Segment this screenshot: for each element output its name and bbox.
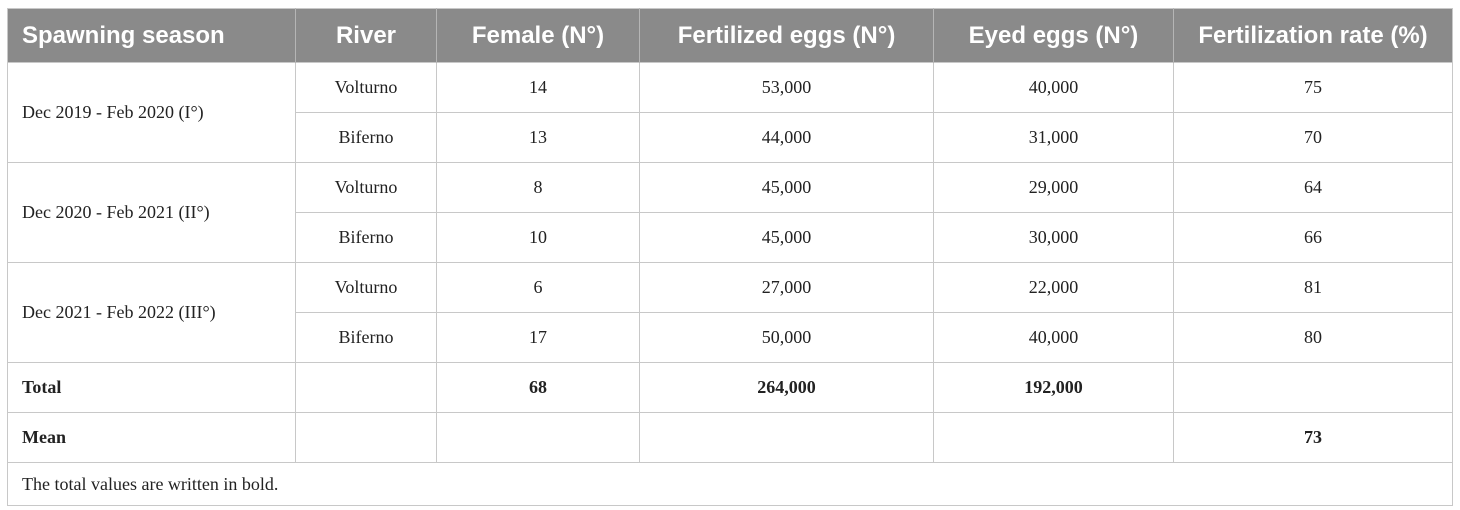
- mean-rate-cell: 73: [1173, 412, 1453, 463]
- female-cell: 17: [436, 312, 640, 363]
- header-fertilization-rate: Fertilization rate (%): [1173, 8, 1453, 63]
- fertilized-eggs-cell: 27,000: [639, 262, 934, 313]
- header-eyed-eggs: Eyed eggs (N°): [933, 8, 1174, 63]
- female-cell: 14: [436, 62, 640, 113]
- season-cell: Dec 2020 - Feb 2021 (II°): [7, 162, 296, 263]
- mean-fertilized-eggs-cell: [639, 412, 934, 463]
- fertilized-eggs-cell: 44,000: [639, 112, 934, 163]
- total-eyed-eggs-cell: 192,000: [933, 362, 1174, 413]
- mean-row: Mean 73: [7, 412, 1453, 463]
- eyed-eggs-cell: 29,000: [933, 162, 1174, 213]
- total-fertilized-eggs-cell: 264,000: [639, 362, 934, 413]
- total-rate-cell: [1173, 362, 1453, 413]
- fertilization-rate-cell: 70: [1173, 112, 1453, 163]
- header-river: River: [295, 8, 437, 63]
- female-cell: 8: [436, 162, 640, 213]
- eyed-eggs-cell: 30,000: [933, 212, 1174, 263]
- total-row: Total 68 264,000 192,000: [7, 362, 1453, 413]
- table-row: Biferno 17 50,000 40,000 80: [8, 312, 1453, 363]
- total-label: Total: [7, 362, 296, 413]
- fertilization-rate-cell: 64: [1173, 162, 1453, 213]
- eyed-eggs-cell: 31,000: [933, 112, 1174, 163]
- total-female-cell: 68: [436, 362, 640, 413]
- fertilized-eggs-cell: 50,000: [639, 312, 934, 363]
- fertilized-eggs-cell: 45,000: [639, 162, 934, 213]
- river-cell: Biferno: [295, 212, 437, 263]
- eyed-eggs-cell: 40,000: [933, 62, 1174, 113]
- table-row: Dec 2019 - Feb 2020 (I°) Volturno 14 53,…: [7, 62, 1453, 163]
- fertilized-eggs-cell: 45,000: [639, 212, 934, 263]
- female-cell: 10: [436, 212, 640, 263]
- river-cell: Biferno: [295, 112, 437, 163]
- mean-eyed-eggs-cell: [933, 412, 1174, 463]
- data-table-container: Spawning season River Female (N°) Fertil…: [7, 8, 1453, 506]
- fertilization-rate-cell: 66: [1173, 212, 1453, 263]
- river-cell: Biferno: [295, 312, 437, 363]
- header-spawning-season: Spawning season: [7, 8, 296, 63]
- female-cell: 13: [436, 112, 640, 163]
- female-cell: 6: [436, 262, 640, 313]
- season-cell: Dec 2019 - Feb 2020 (I°): [7, 62, 296, 163]
- mean-label: Mean: [7, 412, 296, 463]
- table-footnote: The total values are written in bold.: [7, 462, 1453, 506]
- season-cell: Dec 2021 - Feb 2022 (III°): [7, 262, 296, 363]
- header-row: Spawning season River Female (N°) Fertil…: [7, 8, 1453, 63]
- footnote-row: The total values are written in bold.: [7, 462, 1453, 506]
- fertilized-eggs-cell: 53,000: [639, 62, 934, 113]
- table-row: Dec 2021 - Feb 2022 (III°) Volturno 6 27…: [7, 262, 1453, 363]
- eyed-eggs-cell: 40,000: [933, 312, 1174, 363]
- river-cell: Volturno: [295, 262, 437, 313]
- header-fertilized-eggs: Fertilized eggs (N°): [639, 8, 934, 63]
- fertilization-table: Spawning season River Female (N°) Fertil…: [7, 8, 1453, 506]
- fertilization-rate-cell: 75: [1173, 62, 1453, 113]
- table-row: Dec 2020 - Feb 2021 (II°) Volturno 8 45,…: [7, 162, 1453, 263]
- eyed-eggs-cell: 22,000: [933, 262, 1174, 313]
- table-row: Biferno 13 44,000 31,000 70: [8, 112, 1453, 163]
- fertilization-rate-cell: 80: [1173, 312, 1453, 363]
- fertilization-rate-cell: 81: [1173, 262, 1453, 313]
- table-row: Biferno 10 45,000 30,000 66: [8, 212, 1453, 263]
- river-cell: Volturno: [295, 162, 437, 213]
- river-cell: Volturno: [295, 62, 437, 113]
- mean-female-cell: [436, 412, 640, 463]
- mean-river-cell: [295, 412, 437, 463]
- total-river-cell: [295, 362, 437, 413]
- header-female: Female (N°): [436, 8, 640, 63]
